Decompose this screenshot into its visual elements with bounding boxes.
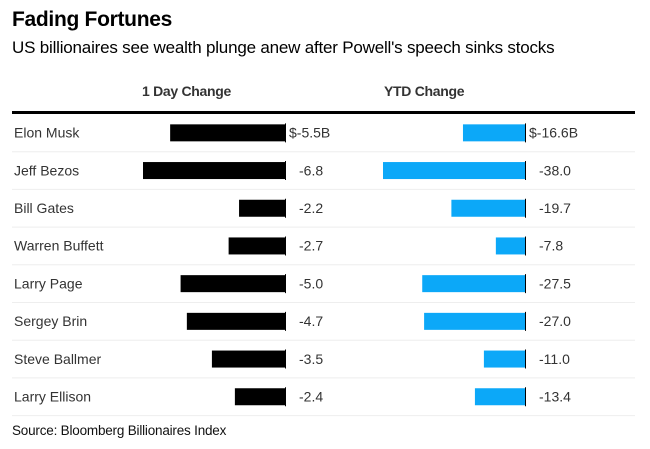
bar-day <box>170 124 285 142</box>
bar-day <box>143 162 285 180</box>
data-label-ytd: -19.7 <box>539 200 571 216</box>
data-label-day: -2.7 <box>299 238 323 254</box>
source-note: Source: Bloomberg Billionaires Index <box>12 423 227 438</box>
row-label: Larry Page <box>14 275 83 291</box>
data-label-ytd: -7.8 <box>539 238 563 254</box>
chart-title: Fading Fortunes <box>12 8 172 31</box>
bar-ytd <box>383 162 525 180</box>
bar-day <box>234 388 285 406</box>
row-label: Bill Gates <box>14 200 74 216</box>
data-label-ytd: -38.0 <box>539 162 571 178</box>
bar-ytd <box>483 350 525 368</box>
bar-ytd <box>474 388 525 406</box>
bar-day <box>211 350 285 368</box>
row-label: Warren Buffett <box>14 238 104 254</box>
row-label: Steve Ballmer <box>14 351 101 367</box>
bar-day <box>239 199 285 217</box>
bar-ytd <box>495 237 525 255</box>
chart-subtitle: US billionaires see wealth plunge anew a… <box>12 38 555 57</box>
data-label-day: -6.8 <box>299 162 323 178</box>
data-label-day: -3.5 <box>299 351 323 367</box>
bar-ytd <box>462 124 525 142</box>
row-label: Sergey Brin <box>14 313 87 329</box>
bar-day <box>186 312 285 330</box>
bar-ytd <box>451 199 525 217</box>
data-label-ytd: -27.0 <box>539 313 571 329</box>
row-label: Elon Musk <box>14 125 80 141</box>
data-label-day: -4.7 <box>299 313 323 329</box>
data-label-day: $-5.5B <box>289 125 330 141</box>
row-label: Larry Ellison <box>14 388 91 404</box>
column-header-ytd: YTD Change <box>384 83 465 99</box>
bar-ytd <box>424 312 525 330</box>
data-label-ytd: -11.0 <box>539 351 570 367</box>
data-label-day: -2.2 <box>299 200 323 216</box>
data-label-ytd: -13.4 <box>539 388 571 404</box>
bar-ytd <box>422 275 525 293</box>
data-label-ytd: -27.5 <box>539 275 571 291</box>
column-header-1-day: 1 Day Change <box>142 83 231 99</box>
data-label-ytd: $-16.6B <box>529 125 578 141</box>
data-label-day: -5.0 <box>299 275 323 291</box>
bar-day <box>228 237 285 255</box>
data-label-day: -2.4 <box>299 388 323 404</box>
row-label: Jeff Bezos <box>14 162 79 178</box>
bar-day <box>180 275 285 293</box>
header-rule <box>12 111 635 114</box>
